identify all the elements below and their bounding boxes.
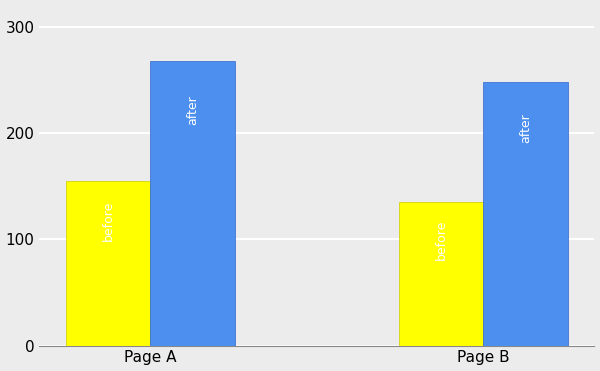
Text: before: before <box>102 201 115 241</box>
Text: after: after <box>519 114 532 144</box>
Bar <box>66 181 151 345</box>
Text: after: after <box>186 95 199 125</box>
Text: before: before <box>435 219 448 260</box>
Bar <box>399 202 484 345</box>
Bar <box>151 61 235 345</box>
Bar <box>484 82 568 345</box>
